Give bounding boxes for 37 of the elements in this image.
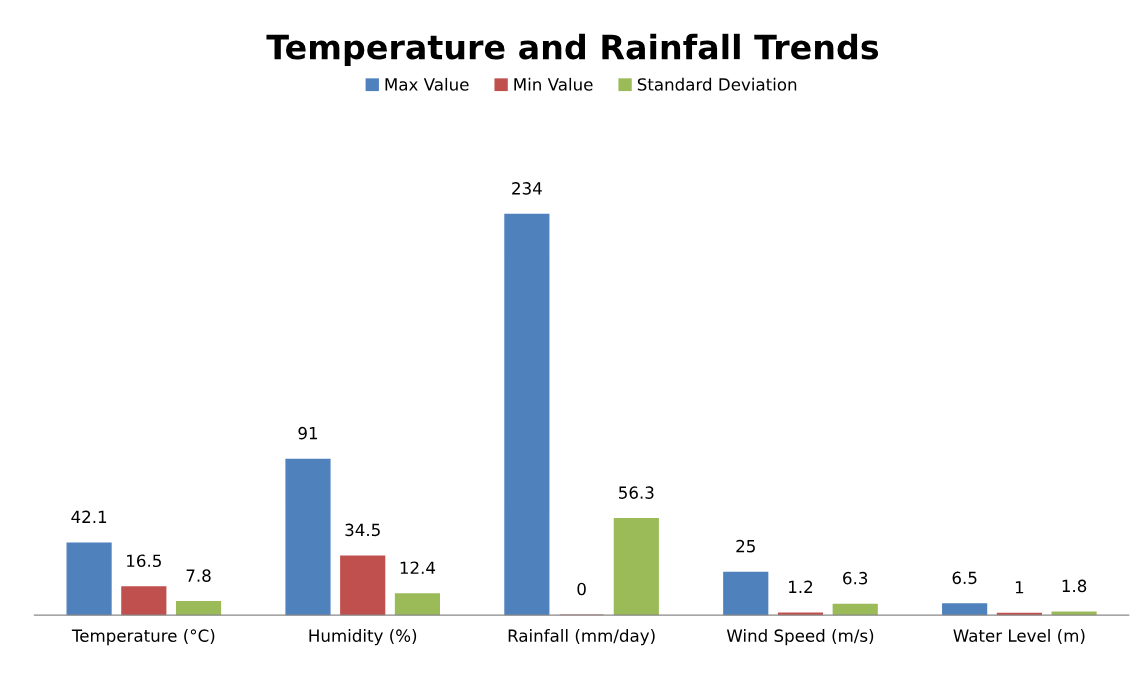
x-tick-label: Water Level (m) <box>953 629 1085 644</box>
legend-label: Max Value <box>385 77 469 91</box>
bar <box>1051 611 1097 616</box>
bar <box>777 612 824 616</box>
data-label: 6.3 <box>843 571 868 585</box>
data-label: 1.2 <box>789 580 813 593</box>
data-label: 234 <box>512 182 542 195</box>
data-label: 0 <box>577 582 586 596</box>
data-label: 25 <box>736 539 755 553</box>
data-label: 12.4 <box>400 561 436 574</box>
data-label: 42.1 <box>71 510 107 523</box>
data-label: 16.5 <box>127 554 161 568</box>
data-label: 6.5 <box>952 571 977 585</box>
data-label: 91 <box>298 426 318 440</box>
data-label: 34.5 <box>345 523 380 537</box>
bar <box>723 571 769 616</box>
legend-label: Standard Deviation <box>637 77 797 91</box>
bar <box>504 213 550 616</box>
bar <box>942 603 988 616</box>
chart-title: Temperature and Rainfall Trends <box>266 33 879 67</box>
bar <box>613 518 659 616</box>
legend-label: Min Value <box>514 77 593 91</box>
bar <box>394 593 441 616</box>
data-label: 7.8 <box>186 569 211 582</box>
bar <box>175 601 222 616</box>
x-tick-label: Humidity (%) <box>309 629 417 646</box>
data-label: 1.8 <box>1062 579 1087 593</box>
bar <box>285 458 331 616</box>
x-tick-label: Wind Speed (m/s) <box>726 629 874 646</box>
bar <box>832 603 878 616</box>
x-tick-label: Temperature (°C) <box>71 629 215 646</box>
data-label: 56.3 <box>619 486 654 499</box>
bar <box>66 542 112 616</box>
bar <box>340 555 386 616</box>
x-tick-label: Rainfall (mm/day) <box>508 629 655 646</box>
data-label: 1 <box>1015 581 1024 594</box>
bar <box>121 586 167 616</box>
